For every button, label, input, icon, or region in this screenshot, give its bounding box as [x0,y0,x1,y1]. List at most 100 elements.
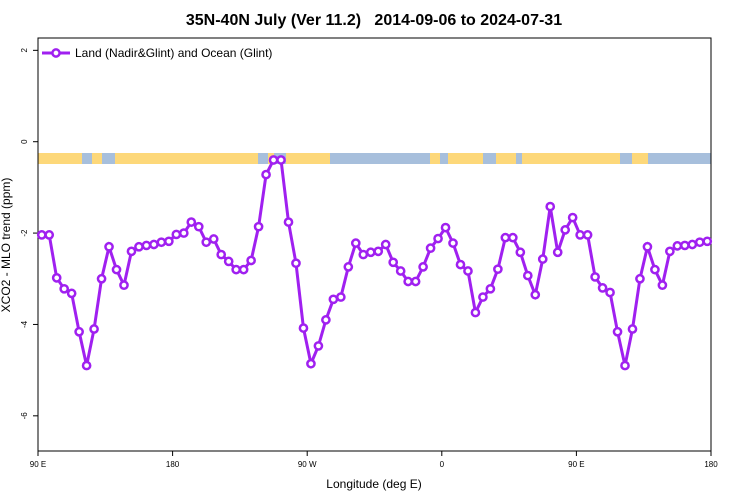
point [149,239,159,250]
point [350,238,361,248]
point [283,217,294,227]
point [164,236,174,247]
point [448,238,458,248]
point [66,288,77,299]
point [208,234,219,244]
point [515,247,526,258]
point [134,241,144,252]
point [687,239,698,250]
point [193,221,204,232]
land-strip [430,153,440,164]
point [582,230,593,240]
x-tick-label: 180 [166,460,180,469]
ocean-strip [38,153,711,164]
point [665,246,675,257]
point [81,360,92,371]
point [59,283,70,294]
point [268,155,279,165]
point [156,237,167,248]
point [590,272,600,282]
point [126,246,137,257]
point [522,270,533,281]
y-tick-label: -6 [20,412,29,420]
point [89,324,99,334]
x-tick-label: 90 W [298,460,317,469]
y-tick-label: -4 [20,320,29,328]
point [238,264,249,275]
point [597,283,608,293]
point [36,230,47,240]
point [679,240,690,251]
point [694,237,705,248]
point [552,247,563,258]
point [537,254,548,264]
point [388,257,399,268]
point [328,294,339,305]
point [104,241,114,252]
land-strip [115,153,258,164]
point [545,201,556,212]
point [119,280,129,291]
point [365,247,376,258]
x-tick-label: 0 [440,460,445,469]
point [620,360,630,371]
point [380,239,391,250]
y-tick-label: 0 [20,139,29,144]
point [507,232,518,243]
land-strip [448,153,483,164]
point [358,249,369,260]
point [171,229,182,240]
land-strip [38,153,82,164]
point [44,230,55,240]
point [433,233,443,244]
plot-frame [37,37,712,452]
y-axis-label: XCO2 - MLO trend (ppm) [0,178,13,313]
land-strip [632,153,648,164]
point [567,212,578,223]
legend-label: Land (Nadir&Glint) and Ocean (Glint) [75,46,272,60]
point [373,246,384,257]
point [403,276,413,287]
point [642,241,653,252]
point [657,280,668,291]
point [575,230,585,240]
point [485,283,496,294]
point [246,255,256,266]
point [493,264,503,275]
x-axis-label: Longitude (deg E) [326,477,421,491]
point [635,273,645,284]
point [455,259,466,270]
point [276,155,286,165]
point [560,225,571,235]
land-strip [92,153,102,164]
point [111,264,122,275]
x-tick-label: 180 [704,460,718,469]
point [530,289,541,300]
point [74,326,84,337]
point [500,232,511,243]
point [223,256,234,267]
point [253,221,264,232]
legend-marker [51,48,61,58]
y-tick-label: 2 [20,48,29,53]
point [231,264,242,275]
point [321,315,331,325]
point [605,287,615,298]
point [425,243,436,254]
y-tick-label: -2 [20,229,29,237]
x-tick-label: 90 E [30,460,46,469]
point [418,262,428,272]
point [178,228,189,238]
land-ocean-band [38,153,711,164]
point [478,292,488,302]
point [650,264,660,275]
point [672,241,683,251]
point [186,217,197,227]
point [410,276,421,287]
point [702,236,713,247]
point [463,266,473,276]
point [612,326,623,337]
point [336,292,346,302]
point [291,258,301,269]
land-strip [496,153,516,164]
